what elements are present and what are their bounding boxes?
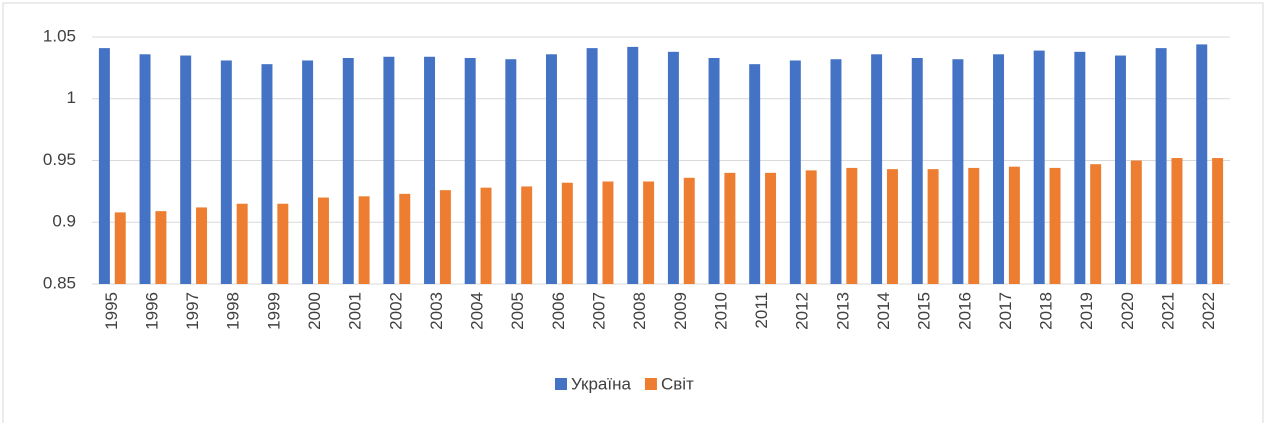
bar [358, 196, 370, 284]
bar [236, 203, 248, 284]
bar [261, 64, 273, 284]
x-tick-label: 2017 [996, 292, 1015, 330]
bar [505, 59, 517, 285]
bar [789, 60, 801, 285]
bar [993, 54, 1005, 284]
legend-swatch [555, 378, 567, 390]
x-tick-label: 1995 [102, 292, 121, 330]
y-tick-label: 1 [67, 88, 76, 107]
bar [545, 54, 557, 284]
bar [586, 48, 598, 284]
x-tick-label: 2018 [1037, 292, 1056, 330]
bar [302, 60, 314, 285]
bar [968, 167, 980, 284]
bar [1074, 51, 1086, 284]
x-tick-label: 2019 [1077, 292, 1096, 330]
bar [1090, 164, 1102, 284]
y-tick-label: 1.05 [43, 26, 76, 45]
bar [1212, 158, 1224, 284]
bar [749, 64, 761, 284]
x-tick-label: 2016 [955, 292, 974, 330]
x-tick-label: 1999 [264, 292, 283, 330]
bar [317, 197, 329, 284]
bar [805, 170, 817, 284]
bar [1049, 167, 1061, 284]
bar [521, 186, 533, 284]
bar [424, 56, 436, 285]
bar [1196, 44, 1208, 284]
bar [155, 211, 167, 284]
x-tick-label: 2003 [427, 292, 446, 330]
bar [952, 59, 964, 285]
y-tick-label: 0.85 [43, 273, 76, 292]
x-tick-label: 2012 [793, 292, 812, 330]
bar [114, 212, 126, 284]
bar [830, 59, 842, 285]
bar [1033, 50, 1045, 285]
bar [667, 51, 679, 284]
legend-label: Світ [661, 374, 694, 393]
bar [911, 57, 923, 285]
x-tick-label: 2011 [752, 292, 771, 329]
bar [846, 167, 858, 284]
bar [1155, 48, 1167, 284]
x-tick-label: 2010 [711, 292, 730, 330]
x-tick-label: 2005 [508, 292, 527, 330]
bar [1114, 55, 1126, 285]
x-tick-label: 2020 [1118, 292, 1137, 330]
bar [602, 181, 614, 284]
x-tick-label: 2004 [468, 292, 487, 330]
bar [1008, 166, 1020, 284]
bar [708, 57, 720, 285]
bar [871, 54, 883, 284]
bar [724, 172, 736, 284]
bar [886, 169, 898, 284]
bar [139, 54, 151, 284]
legend-swatch [644, 378, 657, 390]
bar [1130, 160, 1142, 284]
x-tick-label: 2006 [549, 292, 568, 330]
legend-label: Україна [571, 374, 631, 393]
bar [220, 60, 232, 285]
bar [277, 203, 289, 284]
x-tick-label: 2000 [305, 292, 324, 330]
x-tick-label: 2022 [1199, 292, 1218, 330]
bar [927, 169, 939, 284]
bar [342, 57, 354, 285]
x-tick-label: 1998 [224, 292, 243, 330]
bar [561, 182, 573, 284]
bar [627, 46, 639, 284]
bar [643, 181, 655, 284]
bar [180, 55, 192, 285]
bar [683, 177, 695, 284]
x-tick-label: 2007 [590, 292, 609, 330]
bar [439, 190, 451, 284]
bar [98, 48, 110, 284]
x-tick-label: 2014 [874, 292, 893, 330]
y-tick-label: 0.9 [52, 212, 76, 231]
bar [765, 172, 777, 284]
bar [464, 57, 476, 285]
x-tick-label: 2015 [915, 292, 934, 330]
bar [196, 207, 208, 284]
x-tick-label: 1996 [142, 292, 161, 330]
x-tick-label: 2001 [346, 292, 365, 330]
x-tick-label: 2013 [833, 292, 852, 330]
x-tick-label: 2009 [671, 292, 690, 330]
y-tick-label: 0.95 [43, 150, 76, 169]
x-tick-label: 2021 [1159, 292, 1178, 330]
bar [480, 187, 492, 284]
x-tick-label: 2008 [630, 292, 649, 330]
x-tick-label: 2002 [386, 292, 405, 330]
bar [383, 56, 395, 285]
x-tick-label: 1997 [183, 292, 202, 330]
bar [1171, 158, 1183, 284]
bar [399, 193, 411, 284]
